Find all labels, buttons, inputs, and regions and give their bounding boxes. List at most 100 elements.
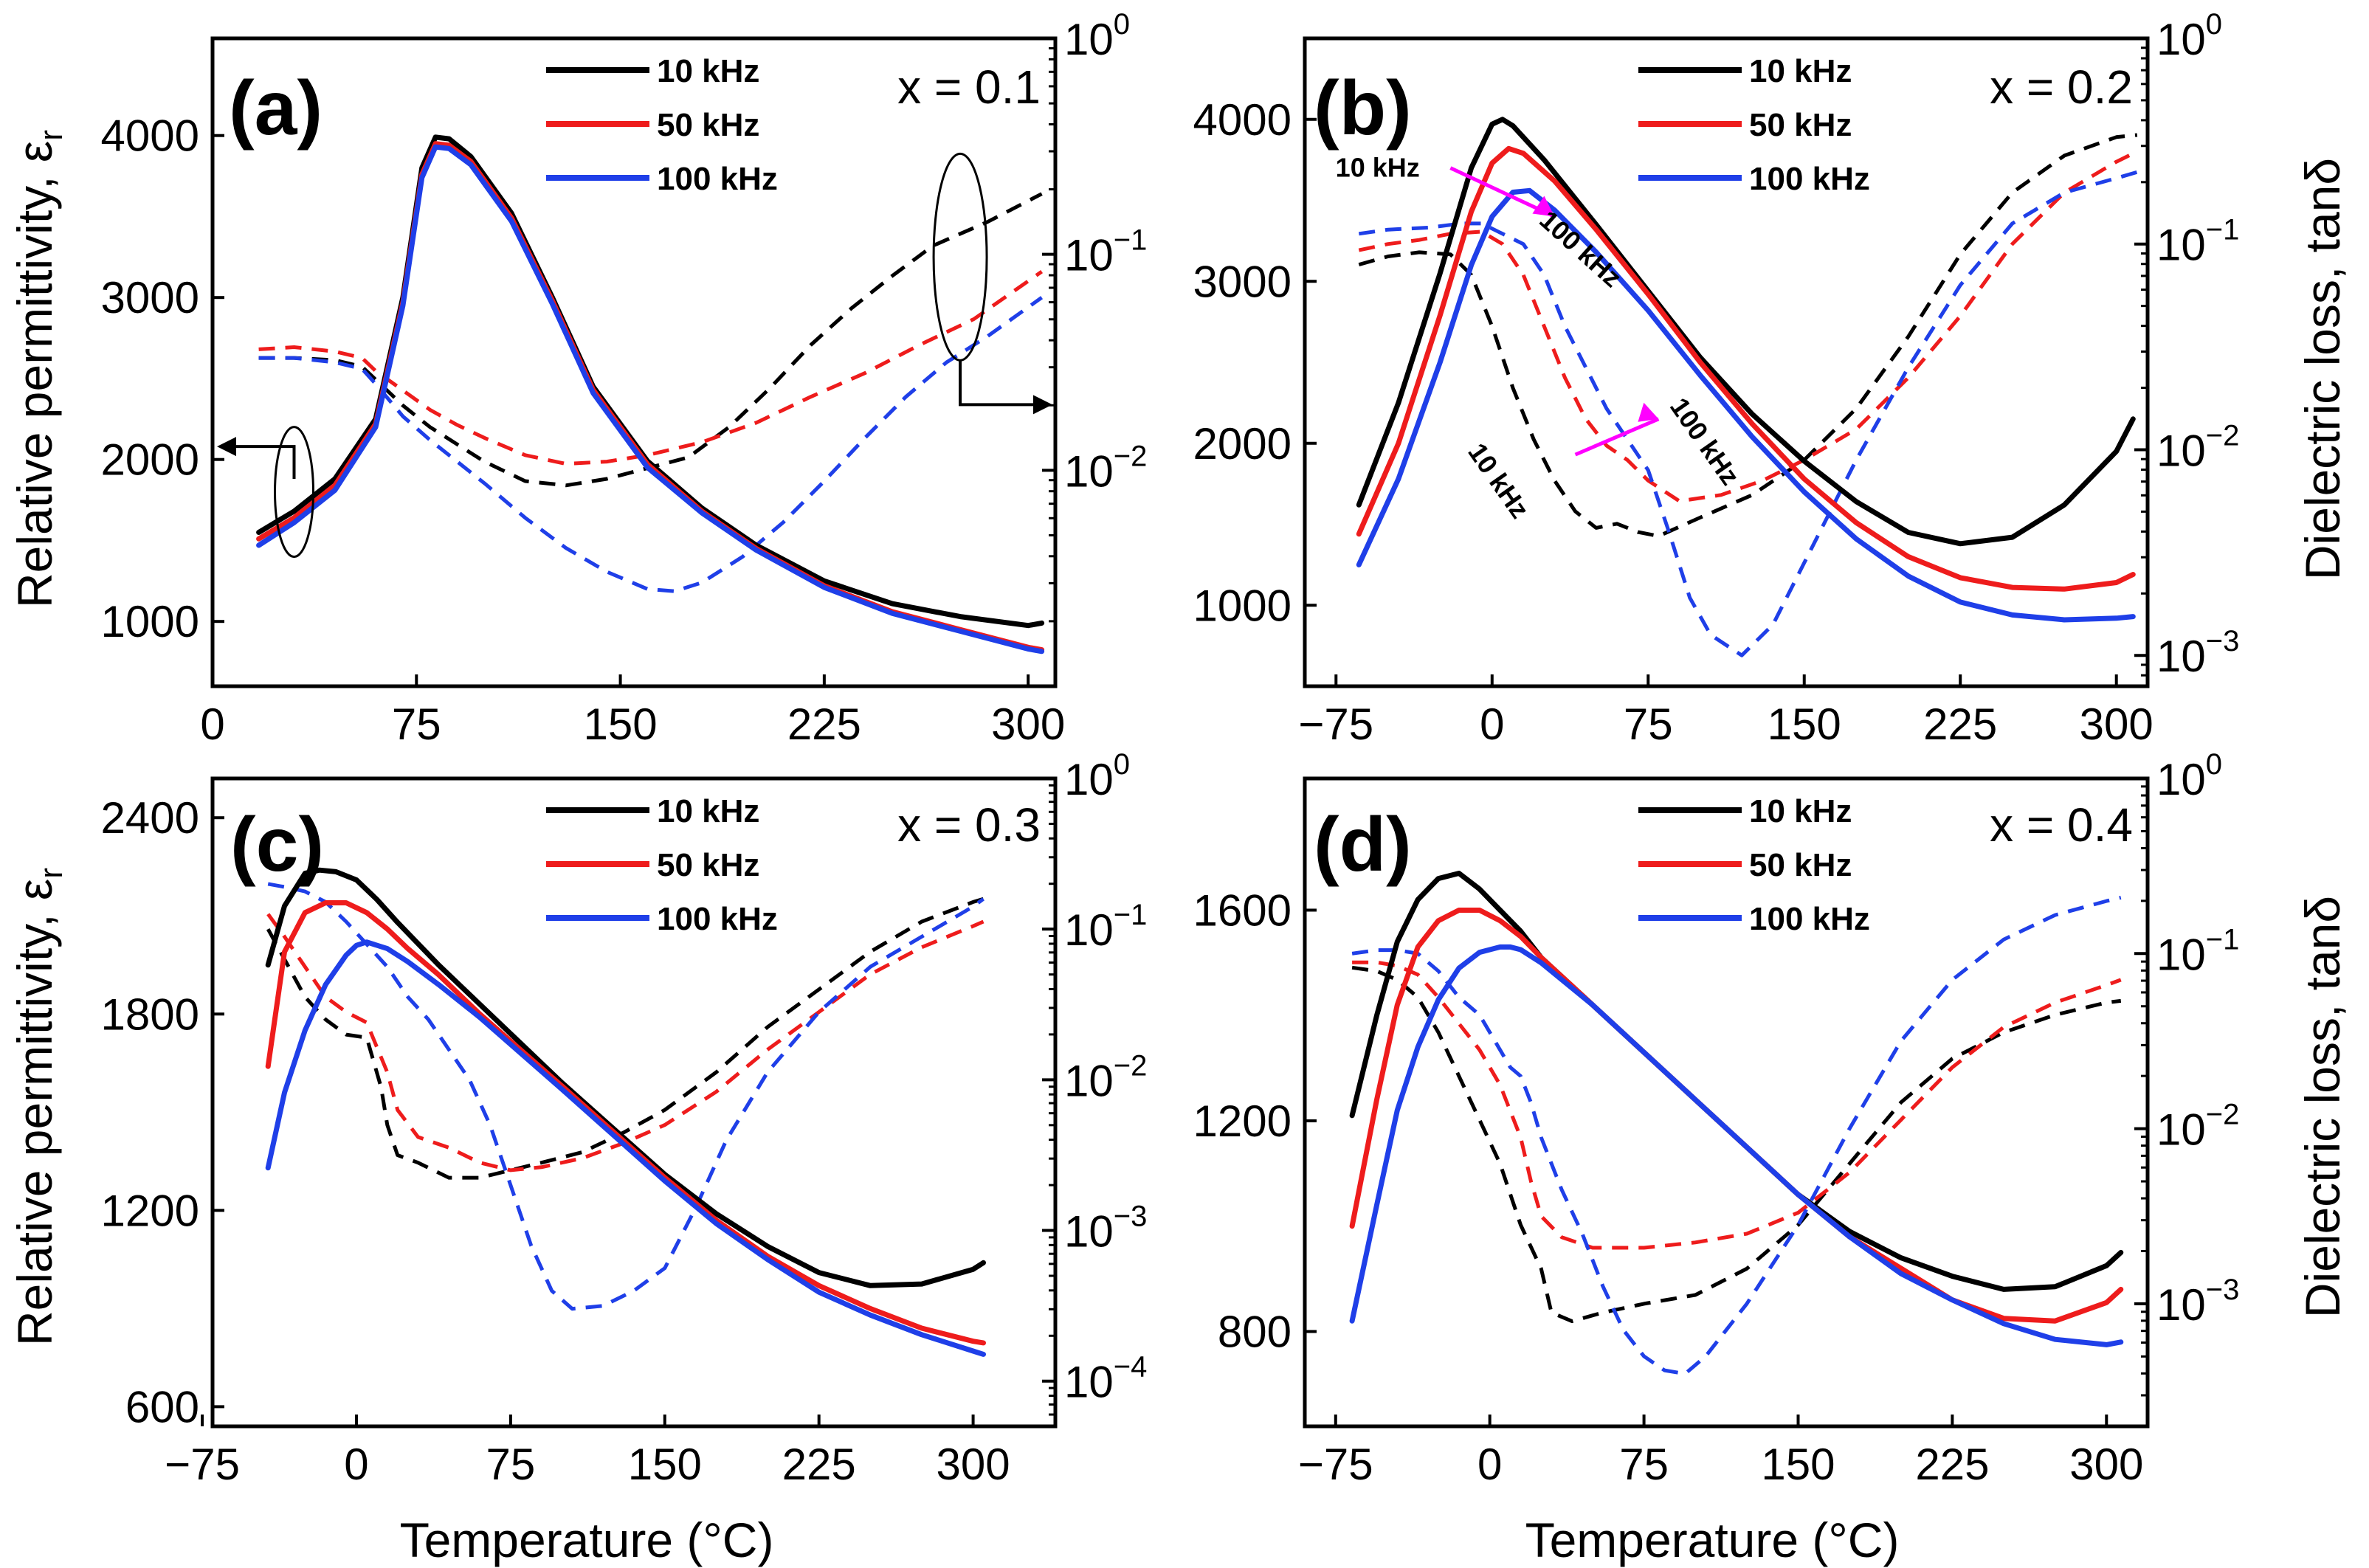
panel-d-legend: 10 kHz 50 kHz 100 kHz [1638, 793, 1870, 937]
panel-b-legend-label-10-khz: 10 kHz [1749, 53, 1852, 89]
panel-c-y-right-tick-label: 10−4 [1064, 1351, 1147, 1407]
panel-d-frame [1303, 776, 2150, 1429]
panel-a-x-tick-label: 75 [392, 700, 441, 749]
panel-a-y-left-tick-label: 2000 [101, 435, 199, 485]
panel-a-y-right-tick-label: 10−2 [1064, 440, 1147, 496]
panel-a-legend-label-50-khz: 50 kHz [657, 107, 759, 143]
panel-d-composition: x = 0.4 [1990, 798, 2133, 852]
panel-d-y-right-tick-label: 10−2 [2156, 1099, 2239, 1155]
panel-b-y-left-tick-label: 4000 [1193, 95, 1292, 145]
panel-a-y-right-tick-label: 100 [1064, 8, 1130, 64]
panel-d-loss-10-khz [1351, 965, 2122, 1324]
panel-c-x-tick-label: −75 [165, 1440, 240, 1489]
panel-b-x-tick-label: 300 [2080, 700, 2154, 749]
panel-d-legend-label-50-khz: 50 kHz [1749, 847, 1852, 883]
panel-a-legend-label-100-khz: 100 kHz [657, 161, 778, 197]
panel-b-shift-arrowhead-lower [1638, 402, 1659, 422]
y-left-title-bottom: Relative permittivity, εr [7, 868, 69, 1346]
panel-a-composition: x = 0.1 [897, 61, 1041, 114]
panel-d-permittivity-10-khz [1349, 871, 2124, 1292]
panel-a-y-left-tick-label: 3000 [101, 273, 199, 322]
panel-a-frame [210, 36, 1058, 688]
panel-a-permittivity-100-khz [256, 144, 1045, 655]
panel-b-shift-arrowhead-upper [1532, 196, 1555, 217]
panel-b-legend-label-100-khz: 100 kHz [1749, 161, 1870, 197]
panel-a-left-arrow [229, 445, 296, 479]
panel-d-permittivity-100-khz [1349, 944, 2124, 1347]
panel-b-annotation-3: 100 kHz [1664, 392, 1745, 490]
y-left-title-top: Relative permittivity, εr [7, 130, 69, 608]
panel-b-x-tick-label: 75 [1624, 700, 1673, 749]
panel-b-shift-arrow-lower [1574, 417, 1660, 457]
panel-c-loss-50-khz [266, 913, 985, 1172]
panel-b-permittivity-50-khz [1356, 145, 2136, 592]
panel-a-loss-50-khz [258, 270, 1044, 466]
x-title-right: Temperature (°C) [1525, 1513, 1900, 1567]
panel-a-label: (a) [229, 66, 323, 151]
panel-b-label: (b) [1314, 66, 1412, 151]
panel-b-permittivity-100-khz [1356, 187, 2136, 623]
panel-c-y-left-tick-label: 600 [125, 1382, 199, 1431]
panel-c-legend-label-50-khz: 50 kHz [657, 847, 759, 883]
panel-b-y-right-tick-label: 10−2 [2156, 419, 2239, 475]
panel-a-left-arrowhead [217, 437, 236, 457]
panel-d-x-tick-label: −75 [1298, 1440, 1373, 1489]
panel-b: −75 0 75 150 225 300 1000 2000 3000 4000 10−3 10−2 1… [1193, 8, 2240, 749]
panel-c-permittivity-10-khz [265, 867, 986, 1288]
panel-c-x-tick-label: 225 [782, 1440, 856, 1489]
panel-c-y-left-tick-label: 2400 [101, 793, 199, 843]
panel-c-loss-100-khz [267, 882, 985, 1311]
panel-c-x-tick-label: 300 [937, 1440, 1010, 1489]
panel-a-loss-10-khz [258, 192, 1043, 488]
panel-a: 0 75 150 225 300 1000 2000 3000 4000 10−2 10−1 100 … [101, 8, 1148, 749]
panel-d-loss-50-khz [1352, 960, 2122, 1250]
panel-c-y-right-tick-label: 100 [1064, 748, 1130, 804]
panel-c-permittivity-50-khz [265, 900, 986, 1346]
panel-d-loss-100-khz [1351, 895, 2122, 1376]
panel-c-legend-label-10-khz: 10 kHz [657, 793, 759, 829]
panel-b-x-tick-label: 150 [1768, 700, 1841, 749]
panel-c-x-tick-label: 75 [486, 1440, 536, 1489]
panel-b-x-tick-label: −75 [1298, 700, 1373, 749]
panel-d-y-left-tick-label: 800 [1218, 1308, 1292, 1357]
panel-b-y-left-tick-label: 3000 [1193, 257, 1292, 306]
panel-c-x-tick-label: 150 [628, 1440, 702, 1489]
panel-b-y-left-tick-label: 1000 [1193, 581, 1292, 630]
y-right-title-top: Dielectric loss, tanδ [2295, 158, 2350, 580]
panel-a-y-left-tick-label: 1000 [101, 597, 199, 646]
panel-c-frame [210, 776, 1058, 1429]
panel-b-frame [1303, 36, 2150, 688]
panel-c-y-left-tick-label: 1800 [101, 990, 199, 1039]
panel-a-y-right-tick-label: 10−1 [1064, 224, 1147, 280]
panel-d-x-tick-label: 150 [1761, 1440, 1835, 1489]
y-right-title-bottom: Dielectric loss, tanδ [2295, 896, 2350, 1318]
panel-b-y-right-tick-label: 100 [2156, 8, 2222, 64]
panel-a-right-ellipse [932, 152, 988, 362]
panel-d-label: (d) [1314, 802, 1412, 888]
panel-d-legend-label-10-khz: 10 kHz [1749, 793, 1852, 829]
panel-d: −75 0 75 150 225 300 800 1200 1600 10−3 10−2 10−1 10… [1193, 748, 2240, 1489]
panel-c-y-right-tick-label: 10−1 [1064, 899, 1147, 955]
panel-a-x-tick-label: 300 [991, 700, 1065, 749]
panel-a-loss-100-khz [258, 296, 1044, 593]
panel-b-y-right-tick-label: 10−3 [2156, 625, 2239, 681]
panel-a-x-tick-label: 225 [787, 700, 861, 749]
panel-c-loss-10-khz [266, 897, 985, 1180]
panel-d-permittivity-50-khz [1349, 908, 2124, 1324]
panel-d-y-right-tick-label: 10−3 [2156, 1274, 2239, 1330]
panel-b-legend: 10 kHz 50 kHz 100 kHz [1638, 53, 1870, 197]
panel-c-legend: 10 kHz 50 kHz 100 kHz [546, 793, 778, 937]
x-title-left: Temperature (°C) [400, 1513, 774, 1567]
panel-a-right-arrow [959, 360, 1039, 407]
panel-c-legend-label-100-khz: 100 kHz [657, 901, 778, 937]
panel-b-permittivity-10-khz [1356, 117, 2136, 547]
panel-d-x-tick-label: 75 [1619, 1440, 1669, 1489]
panel-c-y-right-tick-label: 10−3 [1064, 1201, 1147, 1257]
panel-a-x-tick-label: 150 [584, 700, 658, 749]
panel-b-x-tick-label: 0 [1480, 700, 1504, 749]
panel-a-left-ellipse [274, 426, 315, 559]
panel-d-x-tick-label: 300 [2069, 1440, 2143, 1489]
panel-c-y-right-tick-label: 10−2 [1064, 1049, 1147, 1105]
panel-c-label: (c) [230, 802, 324, 888]
